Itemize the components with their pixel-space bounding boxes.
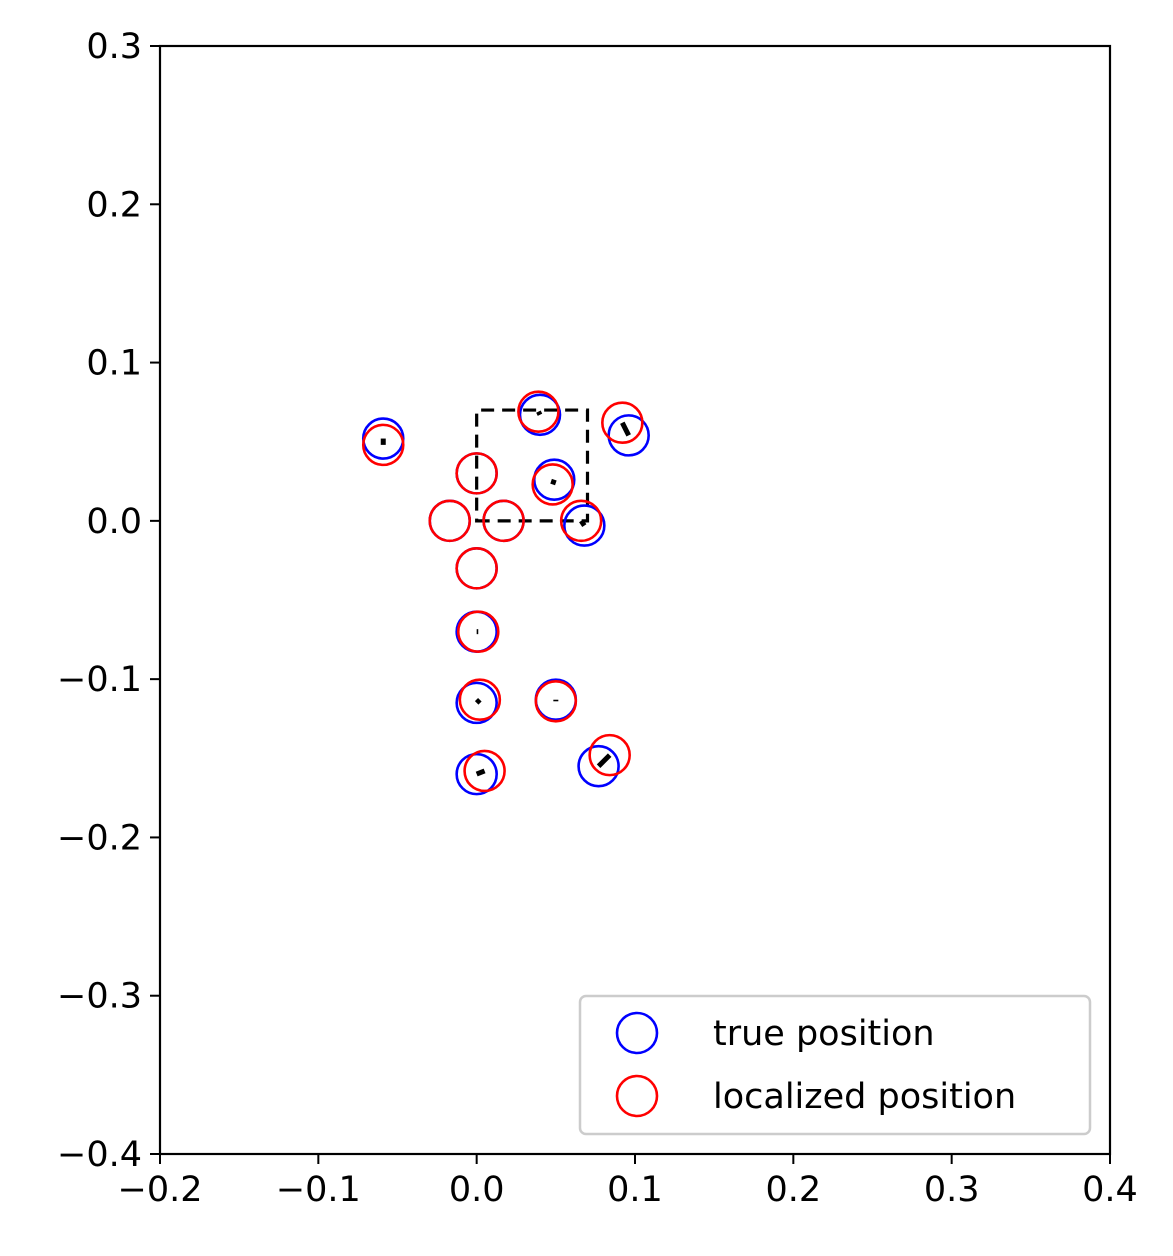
localized-position-marker: [428, 499, 472, 543]
axes: −0.2 −0.1 0.0 0.1 0.2 0.3 0.4 0.3 0.2 0.1 0.0 −0.1 −…: [57, 27, 1138, 1210]
true-position-marker: [455, 752, 498, 796]
y-tick-label: 0.3: [86, 27, 142, 67]
error-segment: [550, 478, 557, 486]
x-tick-label: 0.3: [924, 1170, 980, 1210]
error-segment: [579, 519, 587, 527]
true-position-marker: [577, 744, 620, 788]
x-tick-label: 0.1: [607, 1170, 663, 1210]
localized-position-marker: [361, 423, 405, 467]
x-tick-label: 0.0: [449, 1170, 505, 1210]
error-segment: [596, 753, 612, 768]
x-tick-label: −0.1: [276, 1170, 361, 1210]
error-segment: [474, 697, 482, 705]
y-tick-label: −0.3: [57, 977, 142, 1017]
localized-position-marker: [517, 390, 560, 433]
localized-position-marker: [601, 401, 644, 445]
plot-marks: [361, 390, 650, 796]
y-tick-label: 0.0: [86, 502, 142, 542]
error-segment: [475, 768, 486, 777]
legend-box: [578, 994, 1092, 1136]
reference-rectangle: [475, 408, 590, 523]
localized-position-marker: [534, 680, 578, 723]
true-position-marker: [563, 504, 606, 547]
true-position-marker: [607, 414, 650, 457]
y-tick-label: −0.1: [57, 660, 142, 700]
true-position-marker: [455, 681, 498, 725]
localized-position-marker: [482, 499, 525, 543]
localized-position-marker: [531, 463, 574, 506]
true-position-marker: [518, 393, 562, 437]
x-tick-label: 0.2: [765, 1170, 821, 1210]
y-tick-label: −0.4: [57, 1135, 142, 1175]
localized-position-marker: [456, 610, 500, 653]
localized-position-marker: [559, 499, 603, 543]
plot-frame: [158, 44, 1112, 1156]
localized-position-marker: [458, 678, 502, 722]
localized-position-marker: [588, 733, 631, 777]
y-tick-label: 0.2: [86, 185, 142, 225]
legend-marker-true-position: [615, 1011, 659, 1055]
legend-label-localized-position: localized position: [713, 1077, 1016, 1117]
localized-position-marker: [455, 452, 498, 495]
error-segment: [536, 410, 543, 416]
legend-marker-localized-position: [615, 1074, 659, 1118]
localized-position-marker: [463, 749, 506, 793]
legend: true position localized position: [578, 994, 1092, 1136]
error-segment: [620, 421, 631, 437]
x-tick-label: −0.2: [118, 1170, 203, 1210]
x-tick-label: 0.4: [1082, 1170, 1138, 1210]
y-tick-label: 0.1: [86, 344, 142, 384]
legend-label-true-position: true position: [713, 1014, 935, 1054]
localized-position-marker: [455, 547, 498, 590]
y-tick-label: −0.2: [57, 818, 142, 858]
